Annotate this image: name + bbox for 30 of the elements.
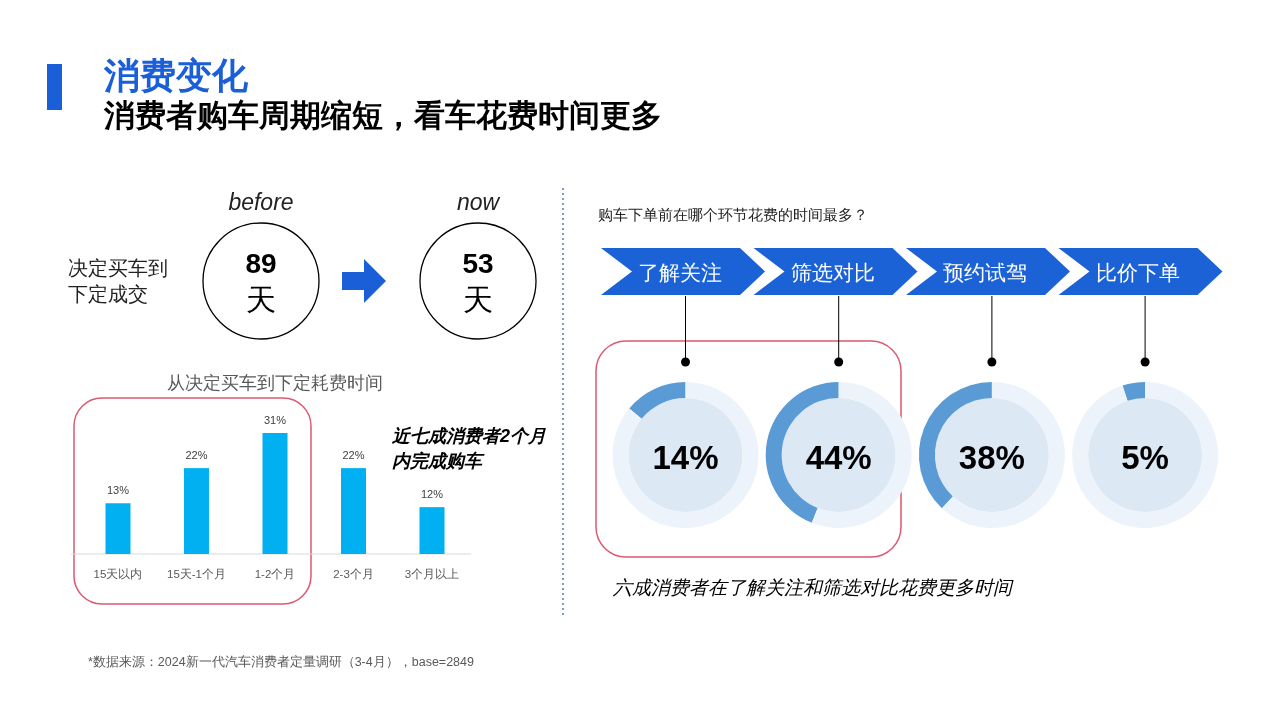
data-label: 13% <box>107 484 129 497</box>
subtitle: 消费者购车周期缩短，看车花费时间更多 <box>104 98 662 133</box>
title: 筛选对比 <box>790 260 875 284</box>
data-label: 12% <box>421 488 443 501</box>
x-tick-label: 15天-1个月 <box>167 568 226 580</box>
category: before <box>228 189 294 215</box>
title: 预约试驾 <box>943 260 1027 284</box>
title: 比价下单 <box>1095 260 1180 284</box>
x-tick-label: 15天以内 <box>93 568 143 580</box>
annotation: 44% <box>805 438 872 476</box>
data-label: 22% <box>342 449 365 462</box>
title: 购车下单前在哪个环节花费的时间最多？ <box>598 207 868 223</box>
category: now <box>456 189 500 215</box>
ylabel: 决定买车到下定成交 <box>68 257 168 305</box>
title: 从决定买车到下定耗费时间 <box>167 373 383 393</box>
value-label: 89 天 <box>245 247 277 316</box>
annotation: 六成消费者在了解关注和筛选对比花费更多时间 <box>613 577 1012 598</box>
annotation: 近七成消费者2个月内完成购车 <box>392 426 546 471</box>
x-tick-label: 2-3个月 <box>333 568 374 580</box>
x-tick-label: 1-2个月 <box>254 568 296 580</box>
data-label: 31% <box>264 414 286 426</box>
title: 消费变化 <box>104 55 248 96</box>
annotation: 14% <box>652 438 719 476</box>
title: 了解关注 <box>638 260 722 284</box>
x-tick-label: 3个月以上 <box>404 568 460 580</box>
data-label: 22% <box>185 449 208 462</box>
annotation: 38% <box>958 438 1025 476</box>
annotation: 5% <box>1121 438 1169 476</box>
annotation: *数据来源：2024新一代汽车消费者定量调研（3-4月），base=2849 <box>88 655 474 669</box>
value-label: 53 天 <box>462 247 494 316</box>
